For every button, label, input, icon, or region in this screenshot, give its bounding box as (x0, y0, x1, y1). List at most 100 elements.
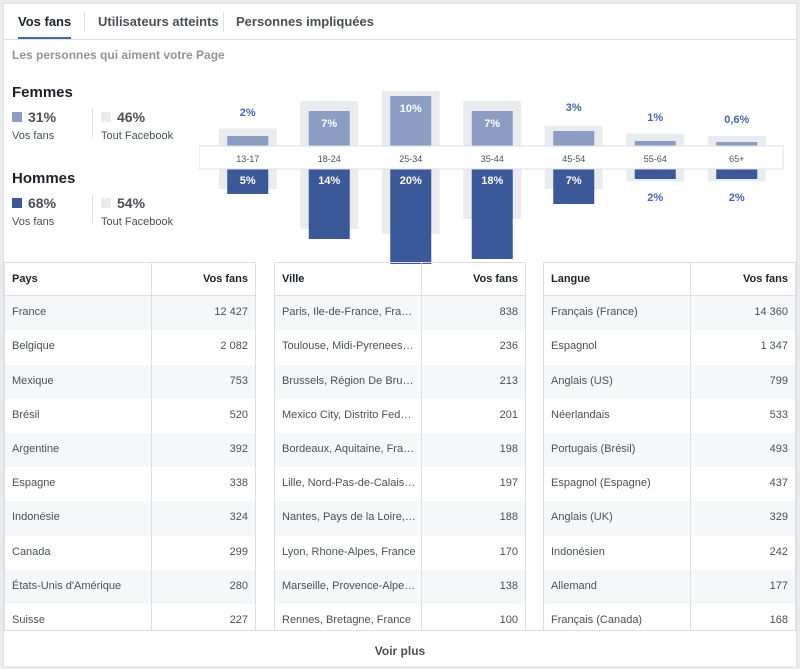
row-value: 520 (229, 408, 248, 421)
row-label: Canada (12, 545, 51, 558)
table-header: Pays Vos fans (5, 262, 255, 297)
women-fb-swatch (101, 112, 111, 122)
table-row: Espagnol (Espagne) 437 (544, 467, 795, 502)
table-row: Lille, Nord-Pas-de-Calais, ... 197 (275, 467, 525, 502)
men-bar-65+ (716, 169, 758, 179)
women-fb-label: Tout Facebook (101, 130, 174, 142)
row-value: 197 (499, 477, 518, 490)
men-value-label: 5% (240, 175, 256, 187)
voir-plus-button[interactable]: Voir plus (4, 630, 796, 666)
row-label: Espagne (12, 477, 56, 490)
row-label: Indonésie (12, 511, 60, 524)
table-row: Anglais (UK) 329 (544, 501, 795, 536)
women-bar-18-24 (308, 111, 350, 146)
country-table: Pays Vos fans France 12 427 Belgique 2 082 Mex… (4, 262, 256, 639)
table-row: Néerlandais 533 (544, 398, 795, 433)
section-subtitle: Les personnes qui aiment votre Page (12, 48, 225, 62)
table-row: Argentine 392 (5, 432, 255, 468)
column-divider (151, 296, 152, 331)
tab-vos-fans[interactable]: Vos fans (18, 4, 72, 39)
table-row: Mexico City, Distrito Feder... 201 (275, 398, 525, 433)
column-divider (151, 330, 152, 365)
column-divider (421, 432, 422, 468)
women-heading: Femmes (12, 84, 73, 101)
column-divider (421, 296, 422, 331)
row-label: Lille, Nord-Pas-de-Calais, ... (282, 477, 416, 490)
table-header: Ville Vos fans (275, 262, 525, 297)
row-value: 838 (499, 306, 518, 319)
row-value: 533 (769, 408, 788, 421)
row-label: Allemand (551, 579, 597, 592)
age-gender-chart: 13-17 2% 5% 18-24 7% 14% 25-34 10% 20% 35-44 7% 18%… (199, 91, 784, 264)
women-bar-35-44 (471, 111, 513, 146)
column-divider (690, 398, 691, 433)
men-heading: Hommes (12, 170, 76, 187)
men-fans-label: Vos fans (12, 216, 55, 228)
table-row: Rennes, Bretagne, France 100 (275, 603, 525, 639)
row-label: Lyon, Rhone-Alpes, France (282, 545, 416, 558)
row-label: Portugais (Brésil) (551, 442, 636, 455)
row-value: 338 (229, 477, 248, 490)
row-value: 213 (499, 374, 518, 387)
age-tick-label: 35-44 (481, 154, 504, 164)
audience-panel: Vos fans Utilisateurs atteints Personnes… (3, 3, 797, 666)
row-value: 198 (499, 442, 518, 455)
table-row: Français (France) 14 360 (544, 296, 795, 331)
row-label: Anglais (UK) (551, 511, 613, 524)
row-label: Espagnol (Espagne) (551, 477, 651, 490)
row-label: Brussels, Région De Brux... (282, 374, 416, 387)
tab-utilisateurs-atteints[interactable]: Utilisateurs atteints (98, 14, 219, 29)
column-divider (151, 535, 152, 570)
column-header[interactable]: Vos fans (202, 273, 248, 285)
table-row: Mexique 753 (5, 364, 255, 399)
women-bar-25-34 (390, 96, 432, 146)
table-body: Français (France) 14 360 Espagnol 1 347 Angl… (544, 296, 795, 639)
table-row: Brussels, Région De Brux... 213 (275, 364, 525, 399)
column-divider (421, 330, 422, 365)
table-row: Indonésien 242 (544, 535, 795, 570)
men-fans-swatch (12, 198, 22, 208)
row-value: 188 (499, 511, 518, 524)
tab-personnes-impliquees[interactable]: Personnes impliquées (236, 14, 374, 29)
column-divider (690, 364, 691, 399)
men-fb-pct: 54% (117, 195, 146, 211)
column-divider (421, 398, 422, 433)
column-header[interactable]: Vos fans (742, 273, 788, 285)
tab-divider (84, 12, 85, 32)
men-value-label: 2% (647, 192, 663, 204)
column-divider (421, 263, 422, 296)
column-header[interactable]: Pays (12, 273, 38, 285)
row-value: 201 (499, 408, 518, 421)
column-divider (690, 263, 691, 296)
row-value: 392 (229, 442, 248, 455)
women-value-label: 1% (647, 112, 663, 124)
column-divider (690, 467, 691, 502)
column-header[interactable]: Ville (282, 273, 305, 285)
row-label: Brésil (12, 408, 40, 421)
table-body: France 12 427 Belgique 2 082 Mexique 753 Brési… (5, 296, 255, 639)
column-divider (690, 501, 691, 536)
table-row: Espagnol 1 347 (544, 330, 795, 365)
women-fans-swatch (12, 112, 22, 122)
women-fans-label: Vos fans (12, 130, 55, 142)
column-header[interactable]: Vos fans (472, 273, 518, 285)
age-axis-band (199, 145, 784, 170)
column-header[interactable]: Langue (551, 273, 591, 285)
table-row: France 12 427 (5, 296, 255, 331)
row-value: 236 (499, 340, 518, 353)
age-tick-label: 65+ (729, 154, 744, 164)
women-bar-65+ (716, 142, 758, 146)
men-value-label: 2% (729, 192, 745, 204)
table-row: Allemand 177 (544, 569, 795, 604)
row-label: Espagnol (551, 340, 597, 353)
table-row: Indonésie 324 (5, 501, 255, 536)
column-divider (421, 501, 422, 536)
men-bar-45-54 (553, 169, 595, 204)
table-row: Lyon, Rhone-Alpes, France 170 (275, 535, 525, 570)
men-fans-pct: 68% (28, 195, 57, 211)
language-table: Langue Vos fans Français (France) 14 360 Esp… (543, 262, 796, 639)
column-divider (421, 467, 422, 502)
men-bar-25-34 (390, 169, 432, 264)
tab-bar: Vos fans Utilisateurs atteints Personnes… (4, 4, 796, 40)
table-row: Espagne 338 (5, 467, 255, 502)
